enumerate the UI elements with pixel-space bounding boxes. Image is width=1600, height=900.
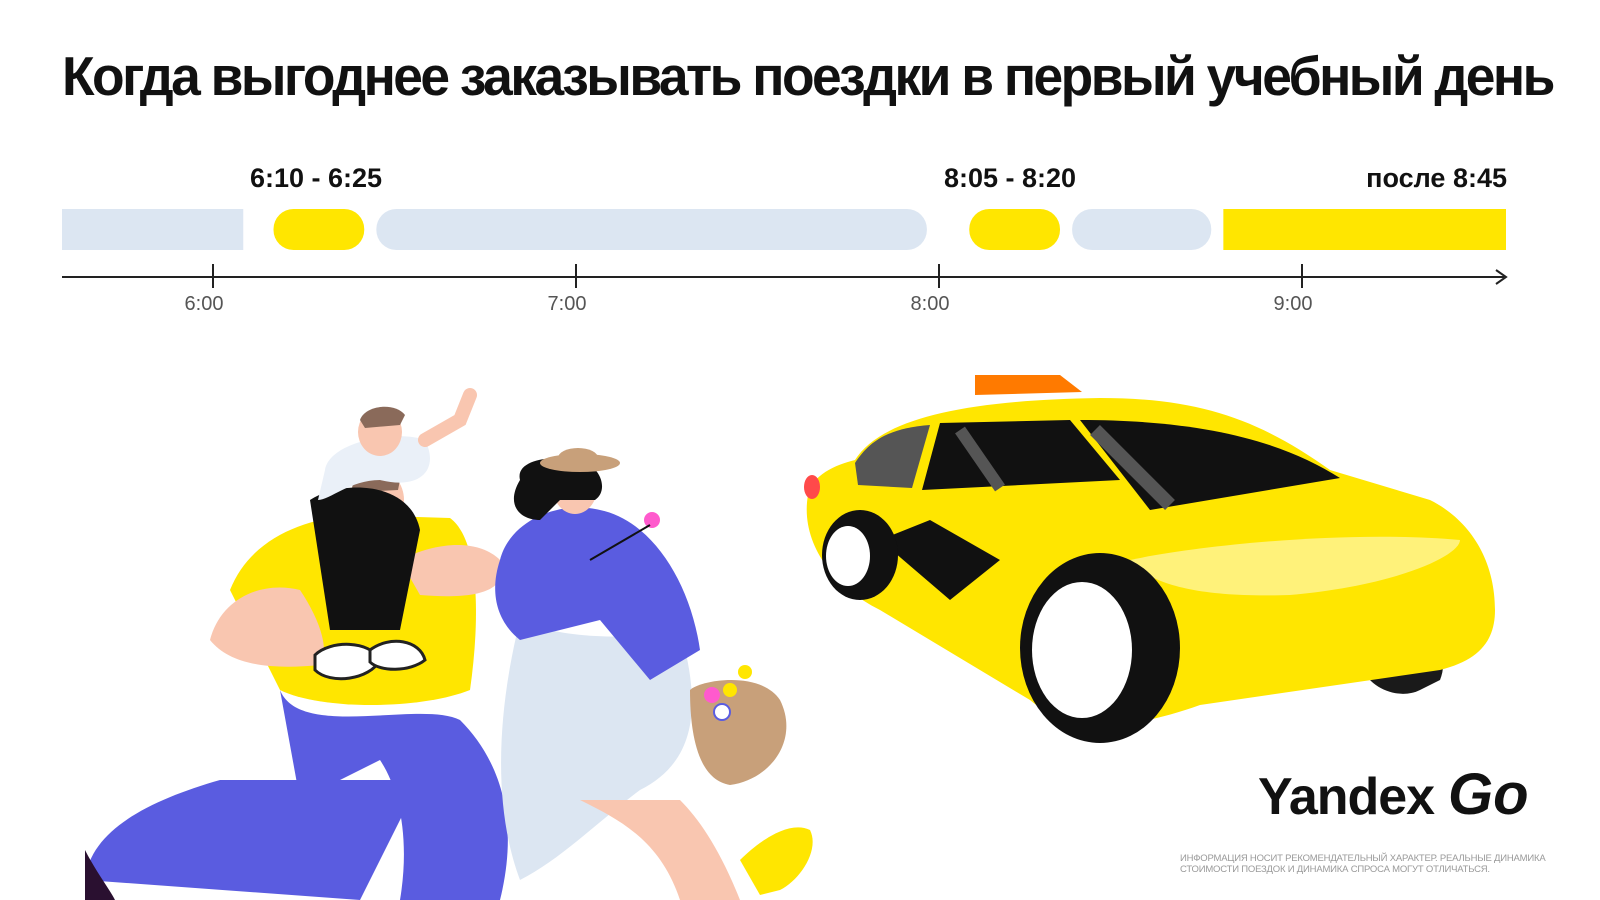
logo-yandex-text: Yandex xyxy=(1258,768,1435,826)
timeline-segment-regular xyxy=(1072,209,1212,250)
family-illustration xyxy=(85,388,813,900)
timeline-segment-recommended xyxy=(1223,209,1506,250)
illustration-scene xyxy=(85,375,1495,900)
axis-tick-label: 7:00 xyxy=(548,293,587,315)
page-title: Когда выгоднее заказывать поездки в перв… xyxy=(62,45,1555,107)
axis-arrow-icon xyxy=(1495,269,1508,285)
range-label-morning: 6:10 - 6:25 xyxy=(250,163,383,193)
taxi-car-illustration xyxy=(804,375,1495,743)
axis-tick-label: 8:00 xyxy=(911,293,950,315)
axis-tick-label: 6:00 xyxy=(185,293,224,315)
logo-go-text: Go xyxy=(1448,762,1529,827)
timeline-segment-recommended xyxy=(273,209,365,250)
yandex-go-logo: Yandex Go xyxy=(1258,762,1529,827)
range-label-late: после 8:45 xyxy=(1366,163,1507,193)
timeline-segment-regular xyxy=(62,209,244,250)
disclaimer-text: Информация носит рекомендательный характ… xyxy=(1180,853,1546,875)
timeline-segment-recommended xyxy=(969,209,1060,250)
axis-tick-label: 9:00 xyxy=(1274,293,1313,315)
timeline: 6:00 7:00 8:00 9:00 xyxy=(62,209,1508,315)
timeline-segment-regular xyxy=(376,209,927,250)
range-label-school: 8:05 - 8:20 xyxy=(944,163,1077,193)
